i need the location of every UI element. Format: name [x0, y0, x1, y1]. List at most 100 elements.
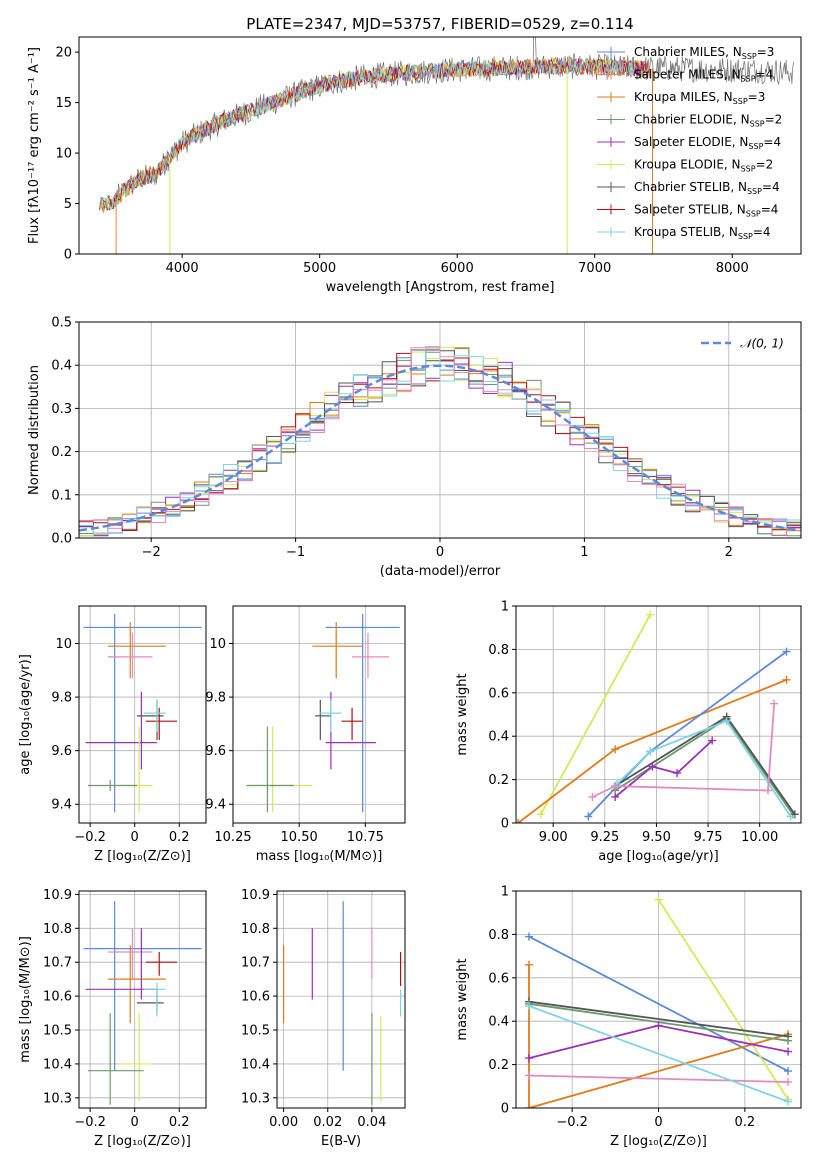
y-tick-label: 0.4	[51, 359, 72, 374]
plus-marker	[524, 1054, 533, 1063]
panel-massweight-vs-Z: −0.2 0 0.2 0 0.2 0.4 0.6 0.8 1 Z [log₁₀(Z/Z⊙)] mas…	[455, 885, 802, 1149]
x-tick-label: 0.2	[735, 1115, 756, 1130]
y-tick-label: 0.8	[488, 643, 509, 658]
plus-marker	[648, 762, 657, 771]
axes-frame	[78, 890, 207, 1109]
y-tick-label: 0.5	[51, 316, 72, 331]
y-tick-label: 10.9	[241, 888, 270, 903]
y-tick-label: 1	[501, 600, 509, 615]
legend-label: Kroupa MILES, NSSP=3	[634, 90, 765, 106]
plus-marker	[722, 717, 731, 726]
errorbar-point	[312, 622, 363, 679]
legend-label: Salpeter STELIB, NSSP=4	[634, 203, 778, 219]
legend-label: Kroupa ELODIE, NSSP=2	[634, 158, 773, 174]
x-tick-label: −0.2	[74, 830, 106, 845]
series-line	[614, 715, 796, 815]
plus-marker	[708, 736, 717, 745]
y-tick-label: 9.4	[51, 798, 72, 813]
x-tick-label: 9.25	[590, 830, 619, 845]
y-axis-label: mass weight	[455, 673, 470, 755]
y-tick-label: 10.3	[241, 1091, 270, 1106]
y-tick-label: 0.1	[51, 488, 72, 503]
massweight-series	[536, 610, 655, 819]
errorbar-point	[143, 982, 166, 1017]
y-tick-label: 10.4	[241, 1057, 270, 1072]
massweight-series	[524, 1021, 793, 1063]
massweight-series	[516, 675, 791, 823]
plus-marker	[611, 745, 620, 754]
errorbar-point	[143, 699, 166, 732]
errorbar-point	[107, 928, 153, 980]
x-tick-label: 0	[131, 830, 139, 845]
errorbar-point	[107, 945, 166, 1024]
y-axis-label: mass weight	[455, 958, 470, 1040]
legend-label: Chabrier MILES, NSSP=3	[634, 45, 774, 61]
plus-marker	[524, 1071, 533, 1080]
normal-distribution-curve	[79, 364, 799, 532]
x-tick-label: 4000	[166, 261, 199, 276]
plus-marker	[646, 747, 655, 756]
x-tick-label: 0.02	[313, 1115, 342, 1130]
massweight-series	[524, 1002, 793, 1106]
x-tick-label: 0	[654, 1115, 662, 1130]
y-tick-label: 10.9	[43, 888, 72, 903]
errorbar-point	[325, 691, 376, 770]
plus-marker	[673, 769, 682, 778]
axes-frame	[78, 605, 207, 824]
panel-massweight-vs-age: 9.00 9.25 9.50 9.75 10.00 0 0.2 0.4 0.6 0.8 1 age […	[455, 600, 802, 864]
y-tick-label: 0.6	[488, 686, 509, 701]
legend-label: Kroupa STELIB, NSSP=4	[634, 225, 771, 241]
x-tick-label: 1	[580, 545, 588, 560]
series-line	[528, 935, 789, 1072]
y-tick-label: 1	[501, 885, 509, 900]
y-tick-label: 9.6	[205, 744, 226, 759]
plus-marker	[584, 812, 593, 821]
x-tick-label: 0.04	[357, 1115, 386, 1130]
x-tick-label: −0.2	[556, 1115, 588, 1130]
series-line	[616, 719, 792, 818]
errorbar-point	[87, 780, 137, 791]
y-tick-label: 10	[55, 637, 72, 652]
x-tick-label: 9.75	[694, 830, 723, 845]
plus-marker	[782, 675, 791, 684]
legend-label: 𝒩(0, 1)	[740, 337, 784, 351]
errorbar-point	[246, 726, 294, 813]
x-tick-label: 0.2	[169, 830, 190, 845]
x-tick-label: 0	[436, 545, 444, 560]
x-axis-label: wavelength [Angstrom, rest frame]	[326, 280, 555, 295]
x-axis-label: E(B-V)	[321, 1134, 361, 1149]
errorbar-point	[83, 614, 202, 813]
y-tick-label: 10.7	[241, 956, 270, 971]
y-tick-label: 9.8	[51, 691, 72, 706]
errorbar-point	[119, 726, 153, 813]
model-spectrum-line	[99, 58, 650, 212]
errorbar-point	[145, 952, 178, 976]
series-line	[614, 739, 713, 798]
y-tick-label: 0	[501, 1102, 509, 1117]
x-tick-label: 5000	[303, 261, 336, 276]
y-tick-label: 0	[64, 248, 72, 263]
x-tick-label: −0.2	[74, 1115, 106, 1130]
x-tick-label: 0.00	[269, 1115, 298, 1130]
y-axis-label: mass [log₁₀(M/M⊙)]	[18, 936, 33, 1063]
panel-residuals: −2 −1 0 1 2 0.0 0.1 0.2 0.3 0.4 0.5 (data-model)/er…	[27, 316, 802, 579]
y-tick-label: 10.5	[43, 1024, 72, 1039]
errorbar-point	[107, 622, 166, 679]
panel-mass-vs-EBV: 0.00 0.02 0.04 10.3 10.4 10.5 10.6 10.7 10.8 10.9…	[241, 888, 406, 1149]
plus-marker	[782, 647, 791, 656]
massweight-series	[613, 717, 795, 821]
plus-marker	[784, 1097, 793, 1106]
series-line	[587, 650, 788, 818]
y-tick-label: 10.7	[43, 956, 72, 971]
y-axis-label: age [log₁₀(age/yr)]	[18, 654, 33, 775]
plot-area-age-vs-Z	[83, 614, 202, 813]
plus-marker	[654, 1021, 663, 1030]
y-tick-label: 10.5	[241, 1024, 270, 1039]
plus-marker	[786, 812, 795, 821]
x-tick-label: 2	[725, 545, 733, 560]
errorbar-point	[119, 1013, 153, 1102]
plot-area-mass-vs-EBV	[283, 901, 402, 1105]
x-tick-label: 10.25	[214, 830, 251, 845]
plus-marker	[524, 1104, 533, 1108]
legend-label: Chabrier STELIB, NSSP=4	[634, 180, 780, 196]
